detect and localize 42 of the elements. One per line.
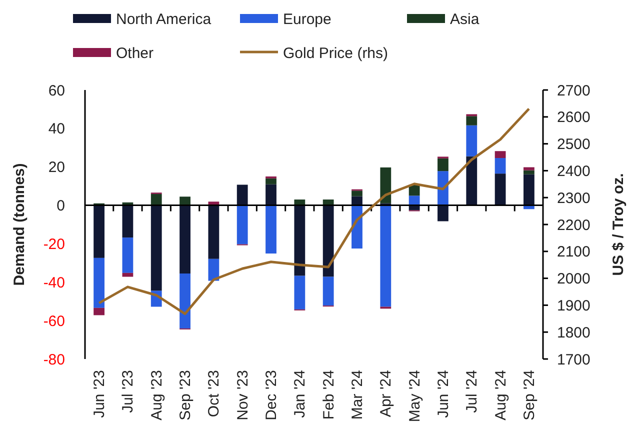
y-tick-label: 60: [48, 82, 65, 100]
y-tick-label: -40: [43, 274, 65, 292]
legend-label: Europe: [283, 11, 332, 28]
legend-label: Asia: [450, 11, 480, 28]
x-tick-label: Apr '24: [378, 370, 395, 418]
y2-tick-label: 2400: [557, 162, 590, 180]
legend-label: North America: [116, 11, 212, 28]
y2-tick-label: 2300: [557, 190, 590, 207]
y2-tick-label: 2200: [557, 216, 590, 234]
x-tick-label: Oct '23: [206, 370, 223, 418]
x-tick-label: Dec '23: [263, 370, 280, 420]
x-tick-label: Sep '23: [177, 370, 194, 420]
y-tick-label: 20: [48, 159, 65, 176]
x-tick-label: Jul '24: [464, 370, 481, 413]
x-tick-label: Nov '23: [234, 370, 252, 420]
x-tick-label: Aug '23: [148, 370, 166, 420]
y2-tick-label: 1800: [557, 324, 590, 342]
y2-tick-label: 2500: [557, 136, 590, 154]
y2-tick-label: 1700: [557, 351, 590, 368]
x-tick-label: Aug '24: [492, 370, 510, 420]
legend-label: Other: [116, 45, 154, 62]
legend-label: Gold Price (rhs): [283, 45, 388, 62]
x-tick-label: Jul '23: [120, 370, 137, 413]
y2-tick-label: 2700: [557, 82, 590, 100]
y-axis-title: Demand (tonnes): [11, 163, 28, 286]
y2-tick-label: 2100: [557, 244, 590, 261]
y-tick-label: 40: [48, 120, 65, 138]
y2-axis-title: US $ / Troy oz.: [610, 173, 627, 276]
x-tick-label: Sep '24: [520, 370, 538, 420]
x-tick-label: Jan '24: [292, 370, 309, 418]
x-tick-label: Feb '24: [320, 370, 338, 420]
x-tick-label: May '24: [406, 370, 424, 422]
x-tick-label: Jun '23: [91, 370, 108, 418]
y2-tick-label: 2600: [557, 109, 590, 126]
y2-tick-label: 2000: [557, 270, 590, 288]
y-tick-label: 0: [56, 198, 65, 215]
y-tick-label: -80: [43, 351, 65, 368]
x-tick-label: Jun '24: [434, 370, 452, 418]
y-tick-label: -60: [43, 312, 65, 330]
x-tick-label: Mar '24: [348, 370, 366, 420]
y-tick-label: -20: [43, 236, 65, 253]
y2-tick-label: 1900: [557, 297, 590, 314]
